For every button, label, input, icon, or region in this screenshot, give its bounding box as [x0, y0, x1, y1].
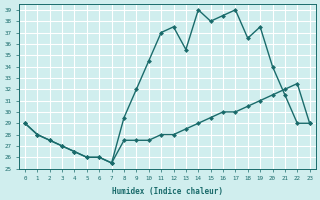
X-axis label: Humidex (Indice chaleur): Humidex (Indice chaleur)	[112, 187, 223, 196]
